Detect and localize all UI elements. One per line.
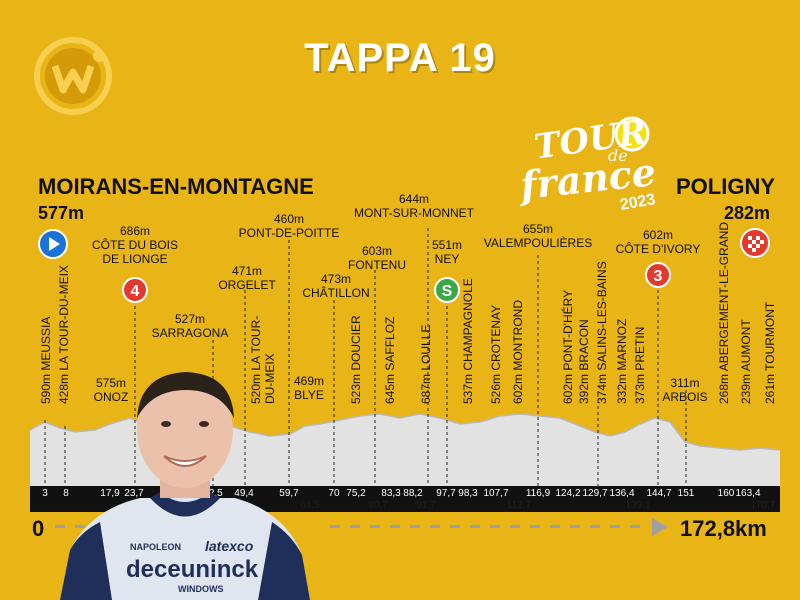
km-mark-lower: 80,7 [368, 500, 388, 511]
label-sarragona: 527m SARRAGONA [151, 312, 229, 340]
vlabel-marnoz: 332m MARNOZ [615, 318, 629, 404]
km-mark: 42,5 [203, 488, 223, 499]
km-mark: 124,2 [555, 488, 581, 499]
stage-title: TAPPA 19 [304, 36, 496, 80]
label-orgelet: 471m ORGELET [218, 264, 276, 292]
km-mark: 70 [328, 488, 340, 499]
watermark-logo [34, 37, 112, 115]
km-mark-lower: 112,7 [506, 500, 532, 511]
label-cote-bois: 686m CÔTE DU BOIS DE LIONGE [91, 224, 178, 266]
vlabel-salins: 374m SALINS-LES-BAINS [595, 261, 609, 404]
km-mark: 98,3 [458, 488, 478, 499]
label-blye: 469m BLYE [293, 374, 325, 402]
km-mark: 151 [677, 488, 695, 499]
km-mark: 144,7 [646, 488, 672, 499]
vlabel-doucier: 523m DOUCIER [349, 315, 363, 404]
vlabel-crotenay: 526m CROTENAY [489, 304, 503, 404]
label-pont-de-poitte: 460m PONT-DE-POITTE [238, 212, 340, 240]
climb-cat3-badge: 3 [645, 262, 671, 288]
km-mark: 83,3 [381, 488, 401, 499]
km-mark: 59,7 [279, 488, 299, 499]
vlabel-aumont: 239m AUMONT [739, 319, 753, 404]
vlabel-champagnole: 537m CHAMPAGNOLE [461, 278, 475, 404]
start-marker-icon [38, 229, 68, 259]
label-valempoulieres: 655m VALEMPOULIÈRES [483, 222, 593, 250]
finish-flag-icon [740, 228, 770, 258]
sprint-badge: S [434, 277, 460, 303]
vlabel-montrond: 602m MONTROND [511, 299, 525, 404]
km-mark-lower: 170,7 [750, 500, 776, 511]
label-cote-ivory: 602m CÔTE D'IVORY [615, 228, 701, 256]
vlabel-meussia: 590m MEUSSIA [39, 316, 53, 404]
distance-start: 0 [32, 516, 45, 541]
tdf-logo: TOUR de france 2023 [518, 110, 660, 220]
km-mark: 160 [717, 488, 735, 499]
km-mark: 129,7 [582, 488, 608, 499]
label-ney: 551m NEY [431, 238, 463, 266]
km-mark: 116,9 [525, 488, 551, 499]
km-mark: 88,2 [403, 488, 423, 499]
vlabel-pretin: 373m PRETIN [633, 326, 647, 404]
km-mark: 136,4 [609, 488, 635, 499]
km-mark: 75,2 [346, 488, 366, 499]
km-mark: 23,7 [124, 488, 144, 499]
km-mark: 97,7 [436, 488, 456, 499]
vlabel-saffloz: 645m SAFFLOZ [383, 316, 397, 404]
label-arbois: 311m ARBOIS [662, 376, 708, 404]
label-chatillon: 473m CHÂTILLON [302, 272, 370, 300]
finish-town: POLIGNY [676, 174, 776, 199]
vlabel-loulle: 687m LOULLE [419, 324, 433, 404]
vlabel-pont-dhery: 602m PONT-D'HÉRY [561, 289, 575, 404]
km-mark-lower: 64,5 [300, 500, 320, 511]
km-mark: 163,4 [735, 488, 761, 499]
km-mark: 49,4 [234, 488, 254, 499]
km-mark: 107,7 [483, 488, 509, 499]
tdf-logo-de: de [608, 146, 628, 165]
vlabel-tourmont: 261m TOURMONT [763, 301, 777, 404]
label-onoz: 575m ONOZ [93, 376, 129, 404]
start-town: MOIRANS-EN-MONTAGNE [38, 174, 314, 199]
rider-team-name: deceuninck [126, 556, 259, 583]
label-fontenu: 603m FONTENU [348, 244, 406, 272]
vlabel-bracon: 392m BRACON [577, 319, 591, 404]
finish-altitude: 282m [724, 203, 771, 223]
km-mark: 17,9 [100, 488, 120, 499]
distance-end: 172,8km [680, 516, 767, 541]
climb-cat4-badge: 4 [122, 277, 148, 303]
km-mark: 3 [42, 488, 48, 499]
rider-photo: NAPOLEON latexco deceuninck WINDOWS [60, 360, 310, 600]
label-mont-sur-monnet: 644m MONT-SUR-MONNET [354, 192, 474, 220]
km-mark: 8 [63, 488, 69, 499]
vlabel-abergement: 268m ABERGEMENT-LE-GRAND [717, 221, 731, 404]
rider-sponsor-napoleon: NAPOLEON [130, 542, 182, 552]
rider-sponsor-latexco: latexco [205, 538, 254, 554]
km-mark-lower: 91,7 [416, 500, 436, 511]
start-altitude: 577m [38, 203, 85, 223]
km-mark-lower: 139,1 [625, 500, 651, 511]
rider-team-sub: WINDOWS [178, 584, 224, 594]
